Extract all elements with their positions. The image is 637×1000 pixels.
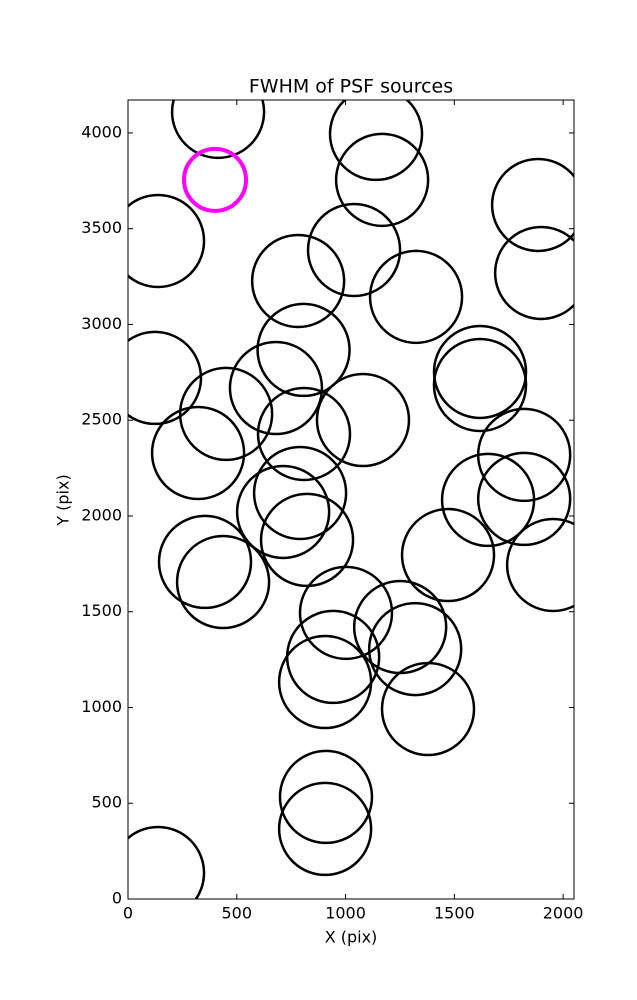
source-circle <box>432 337 528 433</box>
source-circle <box>259 492 355 588</box>
source-circle <box>400 507 496 603</box>
source-circle <box>380 661 476 757</box>
y-tick-label: 2000 <box>81 505 122 524</box>
source-circle <box>505 517 574 613</box>
source-circle <box>490 157 574 253</box>
x-tick-label: 1000 <box>325 904 366 923</box>
source-circle <box>178 366 274 462</box>
source-circle <box>128 193 206 289</box>
source-circle <box>182 146 249 213</box>
source-circle <box>256 302 351 398</box>
source-circle <box>306 202 402 298</box>
y-tick-label: 1500 <box>81 601 122 620</box>
chart-title: FWHM of PSF sources <box>249 76 453 98</box>
source-circle <box>493 225 574 321</box>
y-tick-label: 3500 <box>81 218 122 237</box>
y-tick-label: 2500 <box>81 410 122 429</box>
x-tick-label: 1500 <box>434 904 475 923</box>
source-circle <box>150 405 246 501</box>
y-tick-label: 4000 <box>81 122 122 141</box>
source-circle <box>476 451 572 547</box>
source-circle <box>250 233 346 329</box>
source-circle <box>278 749 374 845</box>
y-axis-label: Y (pix) <box>54 474 73 526</box>
source-circle <box>128 330 203 426</box>
plot-frame <box>127 99 575 900</box>
y-tick-label: 1000 <box>81 697 122 716</box>
source-circle <box>175 534 271 630</box>
x-tick-label: 500 <box>222 904 253 923</box>
source-circle <box>334 132 430 228</box>
plot-area <box>128 100 574 899</box>
y-tick-label: 500 <box>91 793 122 812</box>
source-circle <box>170 100 266 160</box>
x-tick-label: 2000 <box>543 904 584 923</box>
source-circle <box>440 452 536 548</box>
source-circle <box>328 100 424 182</box>
source-circle <box>235 464 331 560</box>
source-circle <box>367 601 463 697</box>
source-circle <box>298 565 394 661</box>
source-circle <box>277 634 373 730</box>
y-tick-label: 0 <box>112 889 122 908</box>
source-circle <box>228 340 324 436</box>
y-tick-label: 3000 <box>81 314 122 333</box>
source-circle <box>157 514 253 610</box>
x-tick-label: 0 <box>123 904 133 923</box>
source-circle <box>277 781 373 877</box>
source-circle <box>252 445 348 541</box>
source-circle <box>128 825 206 899</box>
source-circle <box>368 249 464 345</box>
source-circle <box>315 372 411 468</box>
source-circle <box>256 386 352 482</box>
source-circle <box>432 324 528 420</box>
x-axis-label: X (pix) <box>325 928 378 947</box>
